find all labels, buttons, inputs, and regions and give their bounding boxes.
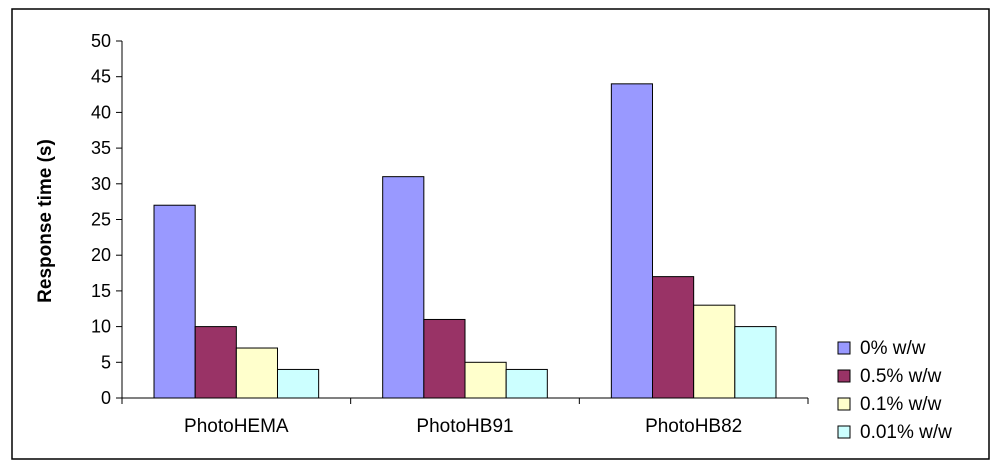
- bar: [464, 361, 507, 399]
- bars: [153, 83, 777, 399]
- y-tick-label: 5: [101, 352, 111, 372]
- y-axis: 0 5 10 15 20 25 30 35 40 45 50: [91, 31, 123, 408]
- x-tick-label: PhotoHB91: [416, 416, 513, 437]
- y-axis-title: Response time (s): [35, 139, 56, 303]
- legend-swatch: [837, 397, 851, 411]
- legend-label: 0.01% w/w: [860, 422, 952, 443]
- bar: [194, 326, 237, 399]
- legend-label: 0.1% w/w: [860, 394, 942, 415]
- bar: [693, 304, 736, 399]
- bar: [505, 368, 548, 399]
- legend-swatch: [837, 425, 851, 439]
- bar: [382, 176, 425, 399]
- y-tick-label: 35: [91, 138, 111, 158]
- y-tick-label: 10: [91, 317, 111, 337]
- legend-label: 0.5% w/w: [860, 366, 942, 387]
- y-tick-label: 25: [91, 210, 111, 230]
- y-tick-label: 20: [91, 245, 111, 265]
- bar: [423, 318, 466, 399]
- legend-swatch: [837, 369, 851, 383]
- bar: [276, 368, 320, 399]
- legend-label: 0% w/w: [860, 338, 926, 359]
- y-tick-label: 15: [91, 281, 111, 301]
- x-axis: PhotoHEMA PhotoHB91 PhotoHB82: [121, 397, 809, 437]
- y-tick-label: 30: [91, 174, 111, 194]
- y-tick-label: 50: [91, 31, 111, 51]
- legend: 0% w/w 0.5% w/w 0.1% w/w 0.01% w/w: [837, 338, 952, 443]
- bar: [153, 204, 196, 399]
- x-tick-label: PhotoHEMA: [184, 416, 289, 437]
- y-tick-label: 45: [91, 67, 111, 87]
- x-tick-label: PhotoHB82: [645, 416, 742, 437]
- legend-swatch: [837, 341, 851, 355]
- bar: [734, 326, 777, 399]
- bar: [235, 347, 278, 399]
- y-tick-label: 0: [101, 388, 111, 408]
- bar: [652, 276, 695, 399]
- y-tick-label: 40: [91, 102, 111, 122]
- bar: [610, 83, 654, 399]
